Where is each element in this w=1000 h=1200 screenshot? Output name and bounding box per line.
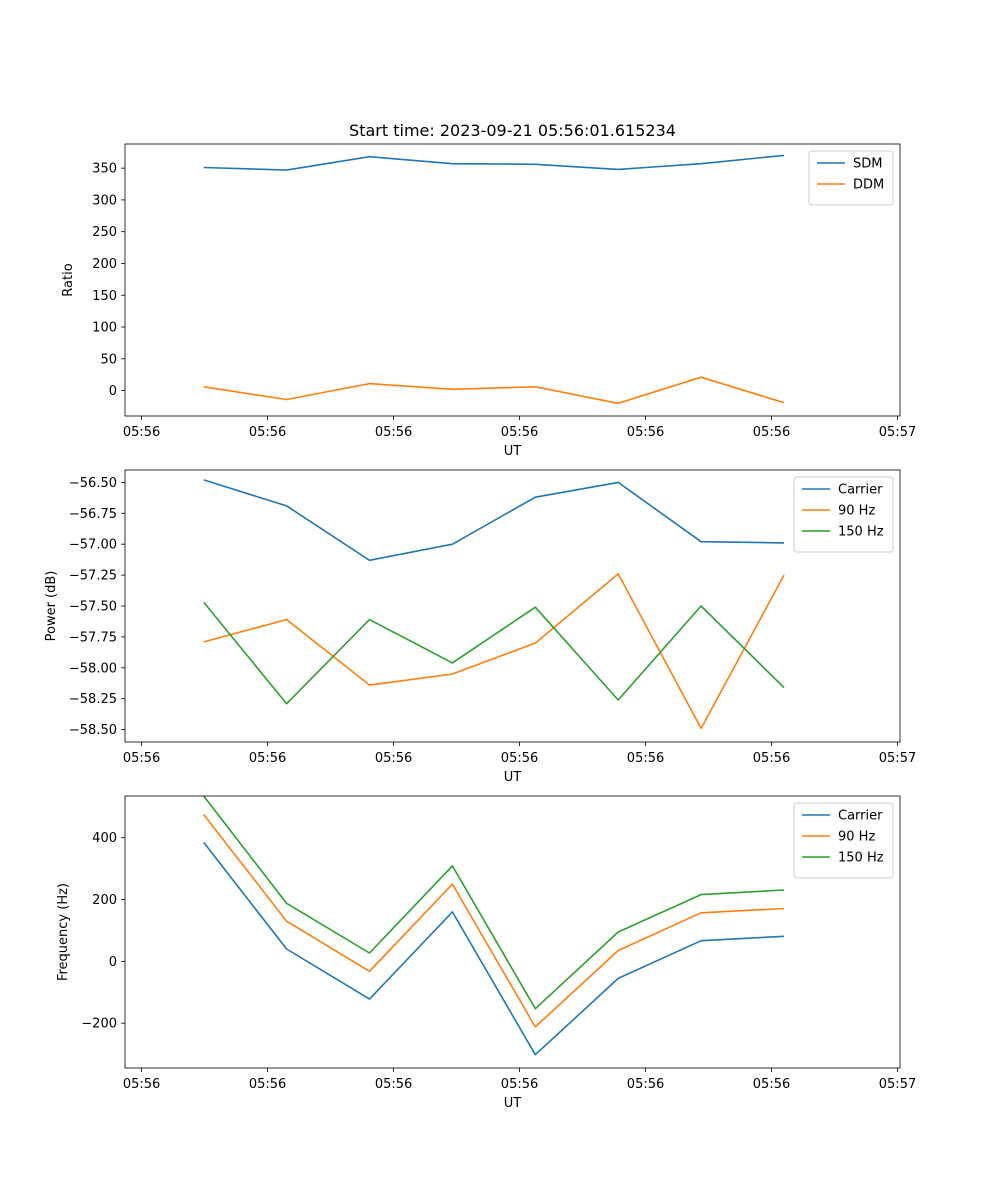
legend-entry: 90 Hz (838, 504, 875, 519)
x-tick-label: 05:56 (501, 425, 538, 440)
x-tick-label: 05:56 (501, 751, 538, 766)
legend-box (793, 802, 894, 879)
y-tick-label: −56.50 (69, 476, 117, 491)
axes-frame (124, 795, 901, 1069)
axes-frame (124, 469, 901, 743)
y-tick-label: −56.75 (69, 507, 117, 522)
y-axis-label: Power (dB) (44, 571, 59, 642)
legend-entry: Carrier (838, 483, 883, 498)
x-tick-label: 05:56 (123, 425, 160, 440)
series-line-sdm (203, 154, 785, 171)
x-axis-label: UT (504, 770, 522, 785)
y-tick-label: 250 (92, 225, 117, 240)
x-tick-label: 05:56 (627, 425, 664, 440)
x-tick-label: 05:56 (249, 1077, 286, 1092)
legend-box (793, 476, 894, 553)
y-tick-label: 150 (92, 289, 117, 304)
x-tick-label: 05:56 (249, 751, 286, 766)
x-tick-label: 05:56 (753, 425, 790, 440)
x-tick-label: 05:56 (123, 751, 160, 766)
x-tick-label: 05:56 (375, 425, 412, 440)
legend-entry: SDM (853, 157, 882, 172)
y-axis-label: Frequency (Hz) (56, 883, 71, 981)
x-tick-label: 05:57 (879, 425, 916, 440)
y-tick-label: 350 (92, 162, 117, 177)
y-tick-label: 0 (109, 955, 117, 970)
legend-box (808, 150, 894, 206)
y-axis-label: Ratio (61, 263, 76, 296)
series-line-carrier (203, 479, 785, 562)
legend-entry: 150 Hz (838, 525, 884, 540)
y-tick-label: −58.25 (69, 692, 117, 707)
x-tick-label: 05:57 (879, 751, 916, 766)
x-tick-label: 05:56 (627, 1077, 664, 1092)
y-tick-label: −200 (81, 1017, 117, 1032)
legend-entry: Carrier (838, 809, 883, 824)
y-tick-label: 100 (92, 321, 117, 336)
y-tick-label: −58.50 (69, 723, 117, 738)
y-tick-label: −58.00 (69, 661, 117, 676)
series-line-90-hz (203, 573, 785, 730)
y-tick-label: 200 (92, 893, 117, 908)
series-line-90-hz (203, 814, 785, 1028)
series-line-carrier (203, 841, 785, 1056)
series-line-150-hz (203, 795, 785, 1010)
x-tick-label: 05:56 (501, 1077, 538, 1092)
x-tick-label: 05:56 (123, 1077, 160, 1092)
y-tick-label: −57.75 (69, 630, 117, 645)
x-tick-label: 05:56 (753, 751, 790, 766)
x-axis-label: UT (504, 444, 522, 459)
x-tick-label: 05:57 (879, 1077, 916, 1092)
y-tick-label: −57.00 (69, 538, 117, 553)
x-tick-label: 05:56 (627, 751, 664, 766)
series-line-ddm (203, 376, 785, 405)
legend-entry: DDM (853, 178, 884, 193)
y-tick-label: 0 (109, 384, 117, 399)
x-tick-label: 05:56 (375, 751, 412, 766)
series-line-150-hz (203, 601, 785, 705)
y-tick-label: 300 (92, 193, 117, 208)
x-tick-label: 05:56 (375, 1077, 412, 1092)
y-tick-label: 400 (92, 831, 117, 846)
y-tick-label: 50 (100, 352, 117, 367)
legend-entry: 90 Hz (838, 830, 875, 845)
legend-entry: 150 Hz (838, 851, 884, 866)
x-tick-label: 05:56 (753, 1077, 790, 1092)
y-tick-label: −57.50 (69, 600, 117, 615)
y-tick-label: −57.25 (69, 569, 117, 584)
y-tick-label: 200 (92, 257, 117, 272)
axes-frame (124, 143, 901, 417)
chart-title: Start time: 2023-09-21 05:56:01.615234 (349, 121, 676, 140)
x-tick-label: 05:56 (249, 425, 286, 440)
x-axis-label: UT (504, 1096, 522, 1111)
